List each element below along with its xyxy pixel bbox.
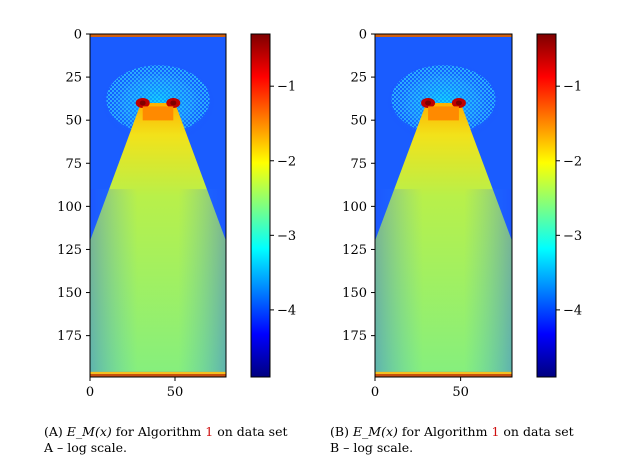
y-tick-label: 100 xyxy=(342,200,367,215)
colorbar-tick-label: −2 xyxy=(277,154,296,169)
algorithm-reference-link[interactable]: 1 xyxy=(205,424,214,439)
side-shading xyxy=(90,189,226,372)
y-tick-label: 50 xyxy=(65,114,82,129)
colorbar-tick-label: −1 xyxy=(563,80,582,95)
y-tick-label: 75 xyxy=(350,157,367,172)
bottom-boundary-edge xyxy=(375,374,512,377)
figure: 0 25 50 75 100 125 150 175 0 50 −1 −2 −3 −4 0 25 50 75 100… xyxy=(57,28,582,401)
colorbar xyxy=(250,33,271,378)
y-tick-label: 175 xyxy=(342,329,367,344)
caption-a: (A) E_M(x) for Algorithm 1 on data set A… xyxy=(44,424,288,455)
y-tick-label: 0 xyxy=(359,28,367,43)
hot-bridge xyxy=(142,106,174,121)
bottom-boundary-edge xyxy=(90,374,226,377)
algorithm-reference-link[interactable]: 1 xyxy=(491,424,500,439)
colorbar xyxy=(536,33,557,378)
heatmap-panel-b: 0 25 50 75 100 125 150 175 0 50 −1 −2 −3 −4 xyxy=(342,28,582,401)
hot-spot-core-1 xyxy=(139,100,146,106)
x-tick-label: 50 xyxy=(452,385,469,400)
caption-b: (B) E_M(x) for Algorithm 1 on data set B… xyxy=(330,424,574,455)
y-tick-label: 0 xyxy=(74,28,82,43)
y-tick-label: 150 xyxy=(57,286,82,301)
y-tick-label: 75 xyxy=(65,157,82,172)
hot-spot-core-2 xyxy=(170,100,177,106)
colorbar-tick-label: −3 xyxy=(277,229,296,244)
x-tick-label: 0 xyxy=(86,385,94,400)
y-tick-label: 125 xyxy=(342,243,367,258)
y-tick-label: 25 xyxy=(350,71,367,86)
y-tick-label: 150 xyxy=(342,286,367,301)
colorbar-tick-label: −3 xyxy=(563,229,582,244)
colorbar-tick-label: −4 xyxy=(563,303,582,318)
hot-spot-core-1 xyxy=(425,100,432,106)
top-boundary-band xyxy=(90,34,226,37)
y-tick-label: 100 xyxy=(57,200,82,215)
halo-region xyxy=(100,61,216,145)
y-tick-label: 50 xyxy=(350,114,367,129)
y-tick-label: 25 xyxy=(65,71,82,86)
halo-region xyxy=(385,61,502,145)
hot-bridge xyxy=(428,106,459,121)
x-tick-label: 50 xyxy=(167,385,184,400)
side-shading xyxy=(375,189,512,372)
y-tick-label: 175 xyxy=(57,329,82,344)
top-boundary-band xyxy=(375,34,512,37)
plot-frame xyxy=(89,33,227,378)
heatmap-panel-a: 0 25 50 75 100 125 150 175 0 50 −1 −2 −3 −4 xyxy=(57,28,296,401)
y-tick-label: 125 xyxy=(57,243,82,258)
colorbar-tick-label: −2 xyxy=(563,154,582,169)
colorbar-tick-label: −4 xyxy=(277,303,296,318)
hot-spot-core-2 xyxy=(455,100,462,106)
plot-frame xyxy=(374,33,513,378)
colorbar-tick-label: −1 xyxy=(277,80,296,95)
x-tick-label: 0 xyxy=(371,385,379,400)
